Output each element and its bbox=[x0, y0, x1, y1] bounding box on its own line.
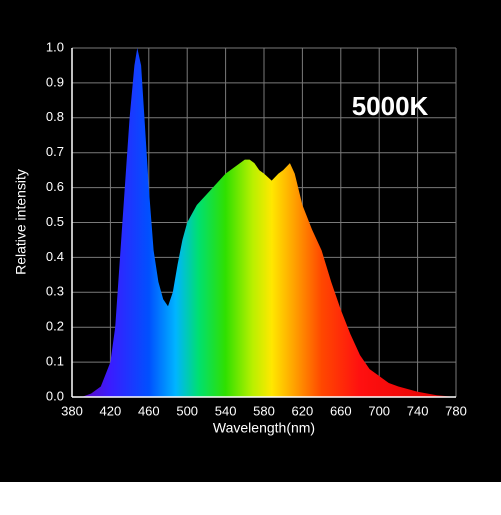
x-tick-label: 780 bbox=[445, 403, 467, 418]
plot bbox=[72, 48, 456, 397]
x-tick-label: 460 bbox=[138, 403, 160, 418]
y-tick-label: 0.2 bbox=[46, 319, 64, 334]
y-tick-label: 0.4 bbox=[46, 249, 64, 264]
y-tick-label: 0.5 bbox=[46, 214, 64, 229]
x-tick-label: 740 bbox=[407, 403, 429, 418]
chart: 5000K Wavelength(nm) Relative intensity … bbox=[0, 0, 501, 482]
y-tick-label: 0.3 bbox=[46, 284, 64, 299]
y-tick-label: 0.0 bbox=[46, 388, 64, 403]
x-tick-label: 580 bbox=[253, 403, 275, 418]
x-axis-label: Wavelength(nm) bbox=[213, 420, 315, 436]
y-tick-label: 0.6 bbox=[46, 179, 64, 194]
y-axis-label: Relative intensity bbox=[13, 169, 29, 275]
spectrum-area bbox=[72, 48, 456, 397]
y-tick-label: 0.7 bbox=[46, 144, 64, 159]
x-tick-label: 660 bbox=[330, 403, 352, 418]
y-tick-label: 0.8 bbox=[46, 109, 64, 124]
annotation: 5000K bbox=[352, 91, 429, 121]
x-tick-label: 540 bbox=[215, 403, 237, 418]
x-tick-label: 700 bbox=[368, 403, 390, 418]
x-tick-label: 620 bbox=[292, 403, 314, 418]
y-tick-label: 0.1 bbox=[46, 354, 64, 369]
y-tick-label: 0.9 bbox=[46, 74, 64, 89]
x-tick-label: 380 bbox=[61, 403, 83, 418]
y-tick-label: 1.0 bbox=[46, 39, 64, 54]
x-tick-label: 500 bbox=[176, 403, 198, 418]
x-tick-label: 420 bbox=[100, 403, 122, 418]
